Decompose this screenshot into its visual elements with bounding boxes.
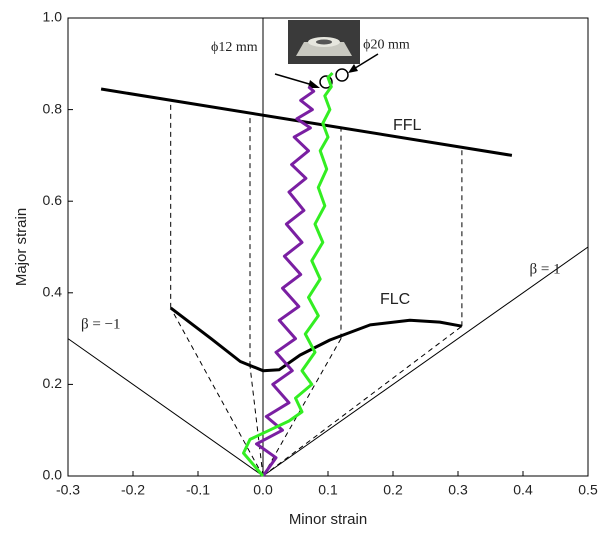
series-line bbox=[170, 102, 463, 477]
x-tick-label: 0.0 bbox=[253, 482, 273, 498]
x-tick-label: 0.1 bbox=[318, 482, 338, 498]
y-axis-label: Major strain bbox=[13, 208, 30, 286]
photo-part bbox=[296, 42, 352, 56]
annotation: ϕ12 mm bbox=[211, 40, 258, 55]
y-tick-label: 0.6 bbox=[43, 192, 63, 208]
x-tick-label: -0.3 bbox=[56, 482, 80, 498]
y-tick-label: 0.0 bbox=[43, 467, 63, 483]
annotation: FLC bbox=[380, 291, 410, 308]
y-tick-label: 0.4 bbox=[43, 284, 63, 300]
marker-circle bbox=[335, 68, 349, 82]
series-line bbox=[255, 85, 316, 477]
x-tick-label: 0.3 bbox=[448, 482, 468, 498]
arrowhead bbox=[348, 64, 358, 73]
annotation: FFL bbox=[393, 117, 422, 134]
series-line bbox=[169, 306, 463, 373]
series-line bbox=[242, 71, 334, 477]
x-tick-label: 0.5 bbox=[578, 482, 598, 498]
annotation: ϕ20 mm bbox=[363, 38, 410, 53]
inset-photo bbox=[288, 20, 360, 64]
marker-circle bbox=[319, 75, 333, 89]
x-tick-label: -0.1 bbox=[186, 482, 210, 498]
annotation: β = 1 bbox=[530, 261, 561, 277]
arrow bbox=[351, 53, 379, 71]
plot-frame bbox=[67, 17, 589, 477]
y-tick-label: 1.0 bbox=[43, 9, 63, 25]
series-line bbox=[67, 246, 589, 477]
x-tick-label: 0.4 bbox=[513, 482, 533, 498]
series-line bbox=[100, 87, 513, 157]
y-tick-label: 0.8 bbox=[43, 100, 63, 116]
arrowhead bbox=[308, 80, 320, 88]
x-tick-label: -0.2 bbox=[121, 482, 145, 498]
x-tick-label: 0.2 bbox=[383, 482, 403, 498]
annotation: β = −1 bbox=[81, 316, 121, 332]
x-axis-label: Minor strain bbox=[289, 511, 367, 528]
photo-hole bbox=[316, 39, 332, 45]
y-tick-label: 0.2 bbox=[43, 375, 63, 391]
